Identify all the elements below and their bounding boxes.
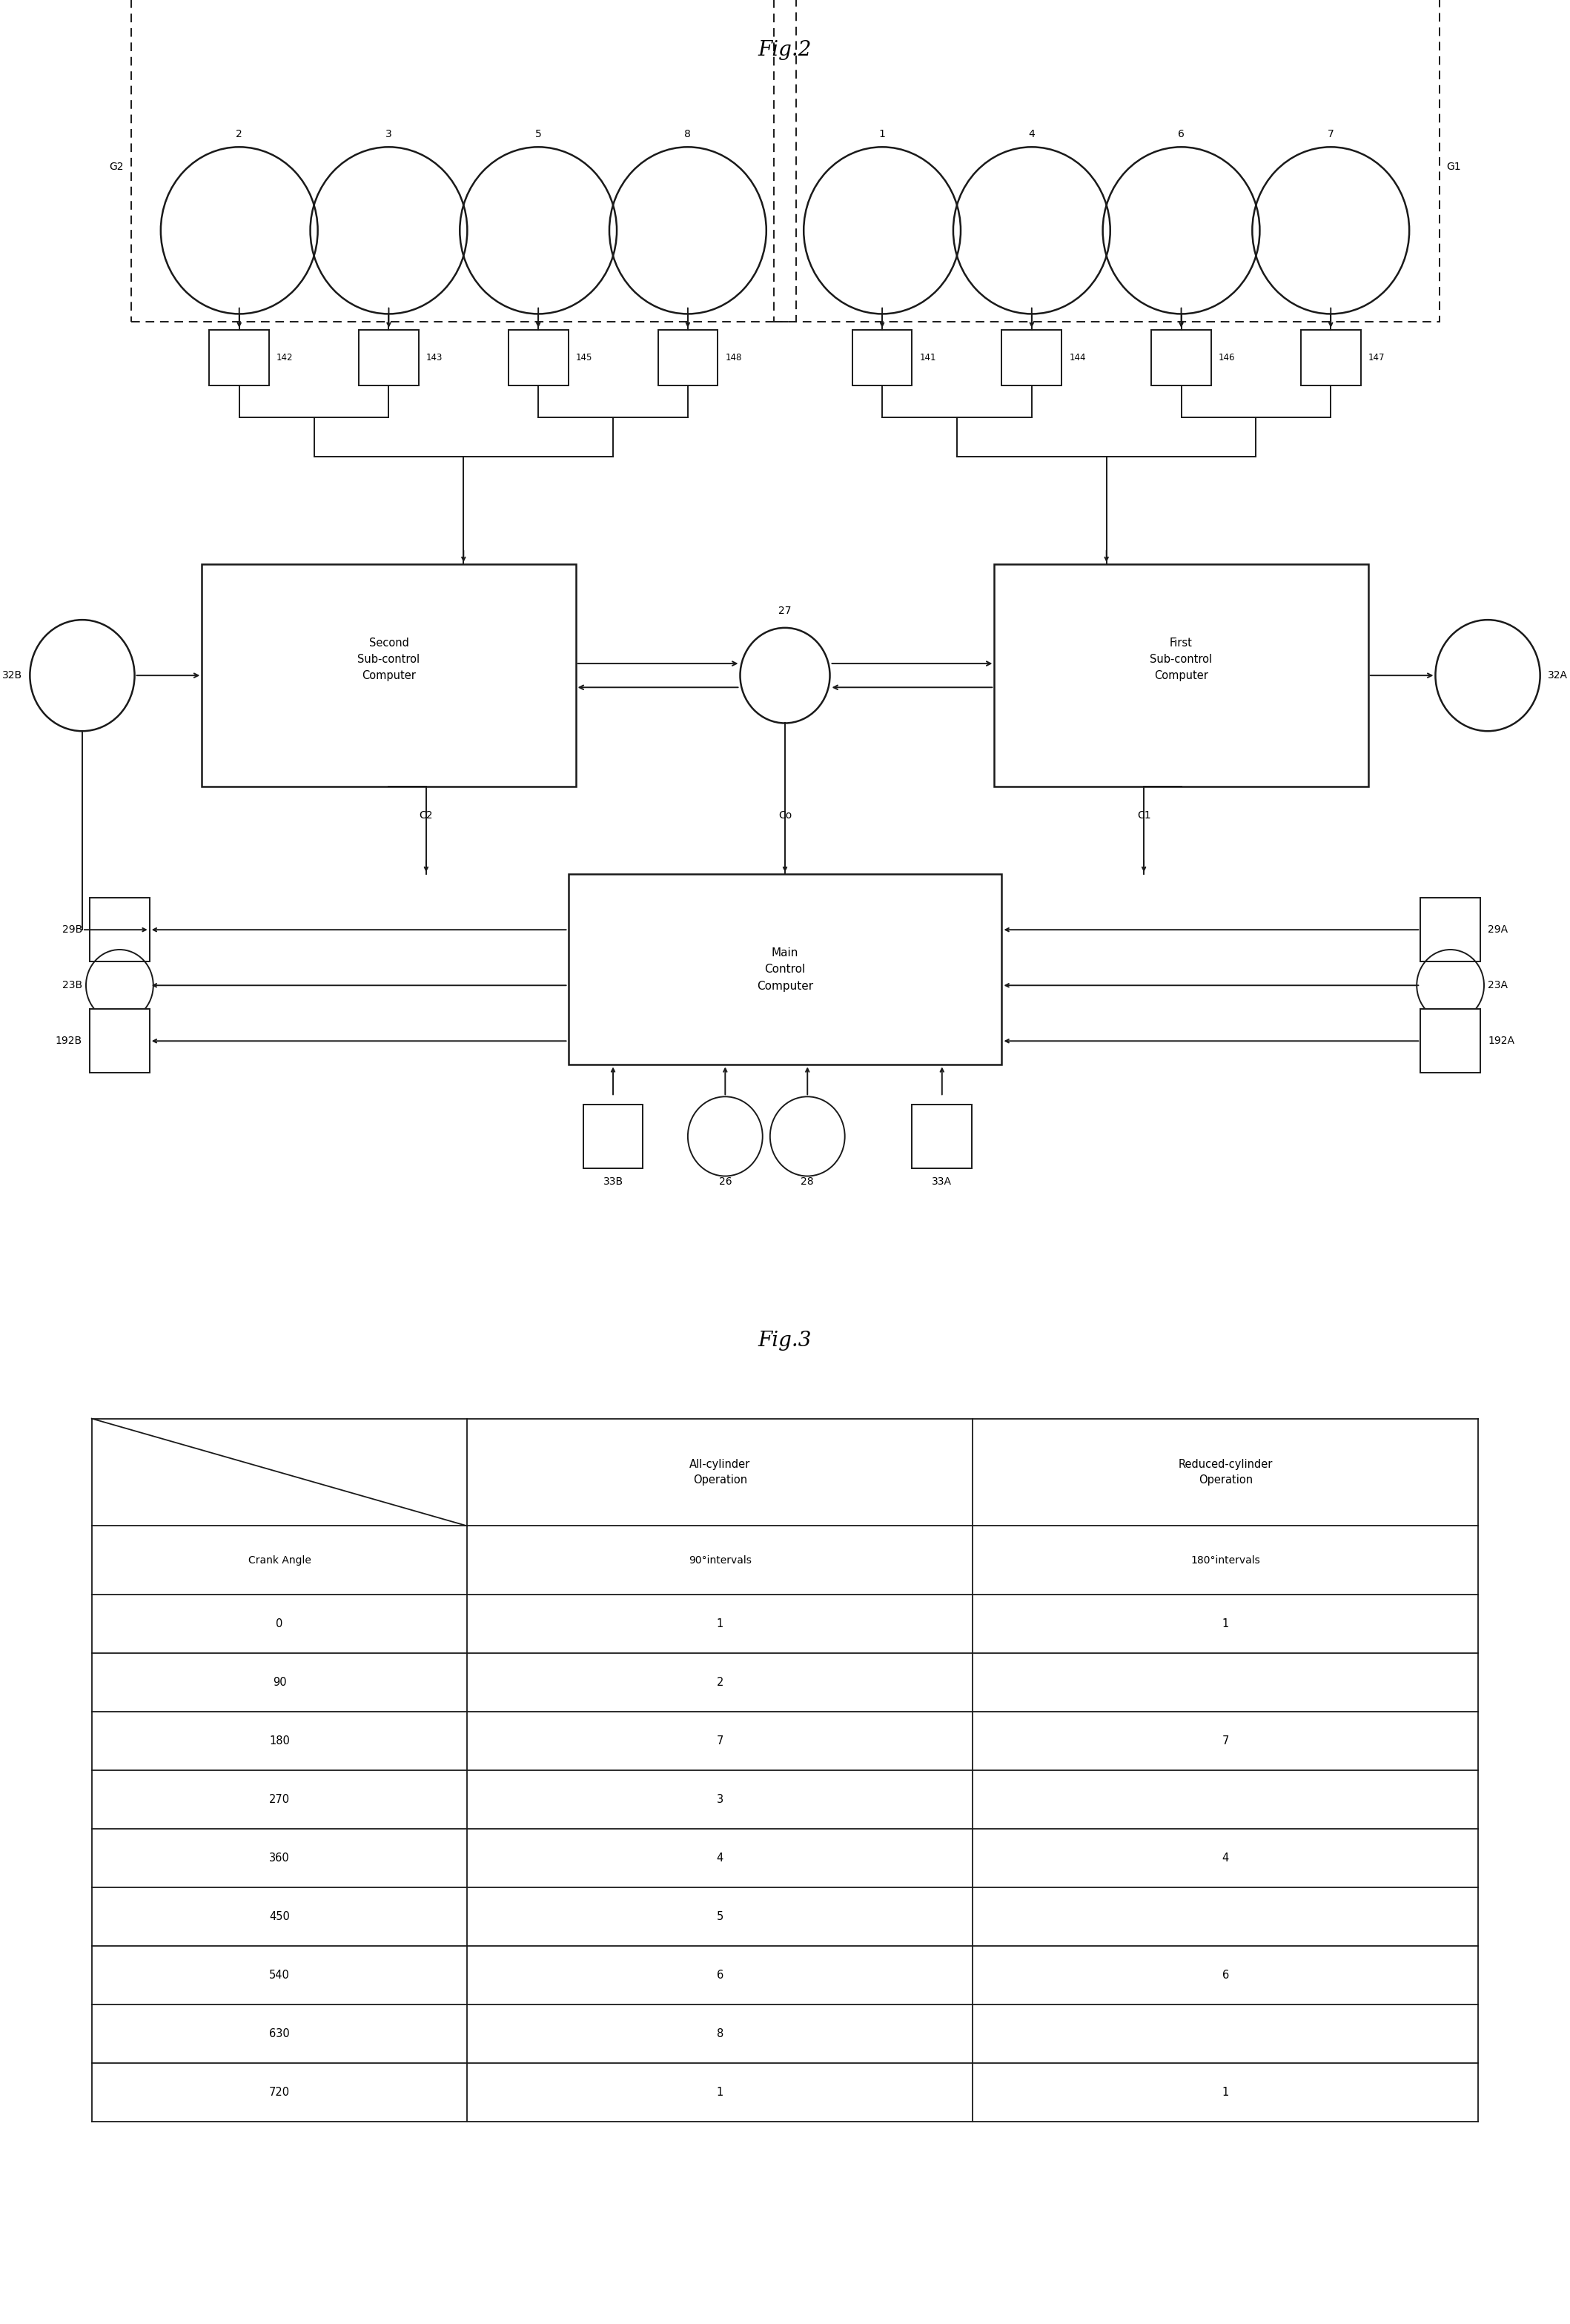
Text: 33A: 33A: [933, 1176, 951, 1188]
Text: 4: 4: [1028, 128, 1035, 139]
Text: 90: 90: [273, 1676, 286, 1687]
Text: G2: G2: [108, 163, 124, 172]
Bar: [1151, 330, 1210, 386]
Bar: [203, 565, 576, 788]
Text: 8: 8: [716, 2029, 724, 2038]
Text: 1: 1: [879, 128, 885, 139]
Text: Fig.3: Fig.3: [758, 1332, 812, 1350]
Text: 3: 3: [386, 128, 392, 139]
Text: Crank Angle: Crank Angle: [248, 1555, 311, 1566]
Bar: [853, 330, 912, 386]
Bar: [912, 1104, 972, 1169]
Text: 6: 6: [1178, 128, 1184, 139]
Text: Fig.2: Fig.2: [758, 40, 812, 60]
Text: 32B: 32B: [2, 669, 22, 681]
Text: All-cylinder
Operation: All-cylinder Operation: [689, 1459, 750, 1485]
Text: Main
Control
Computer: Main Control Computer: [757, 948, 813, 992]
Text: 4: 4: [1221, 1852, 1229, 1864]
Text: 7: 7: [716, 1736, 724, 1745]
Bar: [568, 874, 1002, 1064]
Text: C2: C2: [419, 811, 433, 820]
Text: 5: 5: [716, 1910, 724, 1922]
Bar: [774, 0, 1440, 321]
Text: 1: 1: [1221, 2087, 1229, 2099]
Text: Second
Sub-control
Computer: Second Sub-control Computer: [358, 637, 419, 681]
Bar: [89, 897, 149, 962]
Text: 28: 28: [801, 1176, 813, 1188]
Text: 180: 180: [268, 1736, 290, 1745]
Text: 450: 450: [268, 1910, 290, 1922]
Text: 1: 1: [716, 1618, 724, 1629]
Bar: [1002, 330, 1061, 386]
Text: 142: 142: [276, 353, 294, 363]
Text: 147: 147: [1367, 353, 1385, 363]
Text: 192A: 192A: [1488, 1037, 1515, 1046]
Text: 360: 360: [268, 1852, 290, 1864]
Bar: [658, 330, 717, 386]
Text: 146: 146: [1218, 353, 1236, 363]
Text: G1: G1: [1446, 163, 1462, 172]
Text: 2: 2: [716, 1676, 724, 1687]
Text: 26: 26: [719, 1176, 732, 1188]
Text: 148: 148: [725, 353, 741, 363]
Bar: [89, 1009, 149, 1074]
Text: 6: 6: [716, 1968, 724, 1980]
Text: 180°intervals: 180°intervals: [1190, 1555, 1261, 1566]
Text: 29B: 29B: [63, 925, 82, 934]
Text: 0: 0: [276, 1618, 283, 1629]
Text: Co: Co: [779, 811, 791, 820]
Bar: [209, 330, 268, 386]
Text: 7: 7: [1328, 128, 1334, 139]
Text: 143: 143: [425, 353, 443, 363]
Text: 6: 6: [1221, 1968, 1229, 1980]
Bar: [1421, 1009, 1481, 1074]
Text: 1: 1: [1221, 1618, 1229, 1629]
Bar: [1302, 330, 1361, 386]
Text: 720: 720: [268, 2087, 290, 2099]
Text: 90°intervals: 90°intervals: [689, 1555, 752, 1566]
Text: 141: 141: [920, 353, 936, 363]
Bar: [509, 330, 568, 386]
Text: 145: 145: [576, 353, 592, 363]
Bar: [130, 0, 796, 321]
Text: 270: 270: [268, 1794, 290, 1806]
Text: 23B: 23B: [63, 981, 82, 990]
Text: 33B: 33B: [603, 1176, 623, 1188]
Text: 540: 540: [268, 1968, 290, 1980]
Text: First
Sub-control
Computer: First Sub-control Computer: [1151, 637, 1212, 681]
Text: 144: 144: [1069, 353, 1086, 363]
Text: 7: 7: [1221, 1736, 1229, 1745]
Text: 29A: 29A: [1488, 925, 1507, 934]
Text: 32A: 32A: [1548, 669, 1567, 681]
Text: 3: 3: [716, 1794, 724, 1806]
Text: Reduced-cylinder
Operation: Reduced-cylinder Operation: [1179, 1459, 1273, 1485]
Text: 192B: 192B: [55, 1037, 82, 1046]
Text: 4: 4: [716, 1852, 724, 1864]
Bar: [582, 1104, 644, 1169]
Text: 27: 27: [779, 607, 791, 616]
Bar: [1421, 897, 1481, 962]
Text: 2: 2: [236, 128, 242, 139]
Text: 630: 630: [268, 2029, 290, 2038]
Bar: [360, 330, 419, 386]
Text: 1: 1: [716, 2087, 724, 2099]
Text: 5: 5: [535, 128, 542, 139]
Text: 23A: 23A: [1488, 981, 1507, 990]
Text: 8: 8: [685, 128, 691, 139]
Text: C1: C1: [1137, 811, 1151, 820]
Bar: [994, 565, 1367, 788]
